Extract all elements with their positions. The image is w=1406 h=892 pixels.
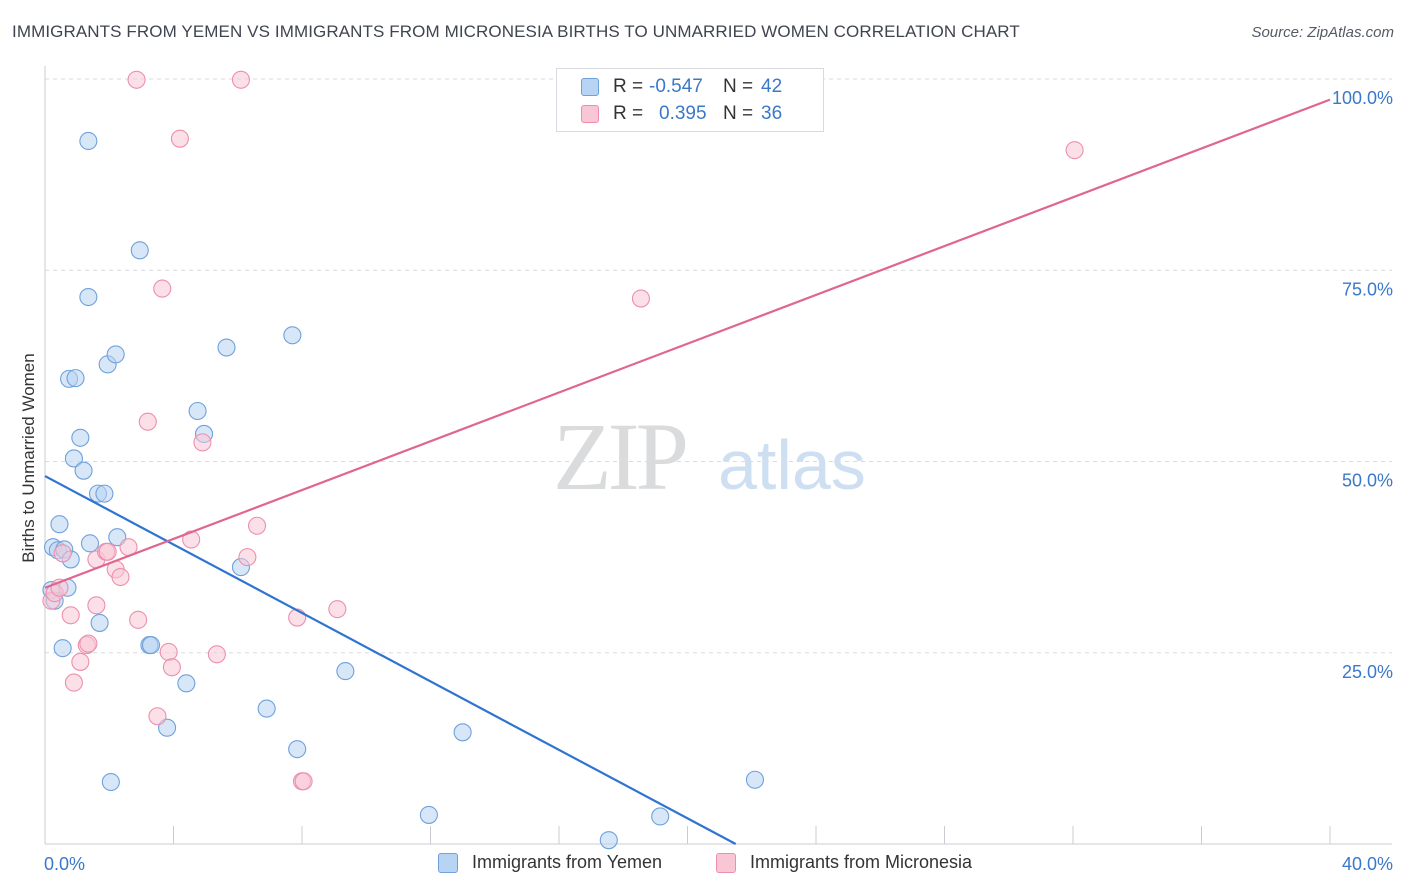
- data-point-yemen: [106, 345, 125, 364]
- legend-row-yemen: R = -0.547 N = 42: [581, 75, 782, 99]
- data-point-yemen: [71, 428, 90, 447]
- legend-item-yemen[interactable]: Immigrants from Yemen: [438, 852, 662, 873]
- legend-swatch-micronesia: [581, 105, 599, 123]
- data-point-yemen: [66, 369, 85, 388]
- data-point-micronesia: [159, 642, 178, 662]
- data-point-micronesia: [153, 279, 172, 298]
- data-point-yemen: [95, 484, 114, 503]
- y-tick-label: 100.0%: [1332, 88, 1393, 108]
- points-layer: [42, 70, 1084, 850]
- data-point-yemen: [141, 636, 161, 655]
- data-point-micronesia: [127, 70, 146, 89]
- data-point-yemen: [257, 699, 276, 718]
- data-point-micronesia: [631, 289, 650, 308]
- data-point-yemen: [130, 241, 149, 260]
- source-label: Source: ZipAtlas.com: [1251, 24, 1394, 41]
- watermark-atlas: atlas: [718, 426, 866, 504]
- data-point-yemen: [599, 831, 618, 850]
- data-point-yemen: [188, 401, 207, 421]
- data-point-micronesia: [87, 596, 106, 615]
- data-point-yemen: [80, 534, 100, 553]
- legend-r-value-yemen: -0.547: [649, 76, 703, 97]
- legend-r-label: R =: [613, 103, 644, 124]
- data-point-micronesia: [64, 673, 83, 692]
- data-point-yemen: [651, 807, 670, 826]
- y-tick-label: 50.0%: [1342, 471, 1393, 491]
- grid-layer: [45, 78, 1392, 654]
- data-point-yemen: [745, 770, 765, 789]
- data-point-yemen: [74, 461, 93, 480]
- data-point-micronesia: [238, 548, 257, 567]
- data-point-micronesia: [162, 658, 181, 677]
- legend-item-micronesia[interactable]: Immigrants from Micronesia: [716, 852, 972, 873]
- data-point-micronesia: [98, 542, 117, 561]
- trend-line-yemen: [44, 475, 737, 845]
- legend-label-yemen: Immigrants from Yemen: [472, 852, 663, 872]
- x-tick-label: 0.0%: [44, 854, 85, 874]
- data-point-yemen: [336, 662, 355, 681]
- data-point-micronesia: [138, 412, 157, 431]
- watermark: ZIP atlas: [553, 403, 866, 510]
- data-point-yemen: [217, 338, 236, 357]
- legend-r-value-micronesia: 0.395: [659, 103, 707, 124]
- y-tick-label: 75.0%: [1342, 279, 1393, 299]
- data-point-yemen: [79, 131, 98, 151]
- data-point-micronesia: [294, 772, 313, 791]
- legend-n-label: N =: [723, 76, 754, 97]
- legend-n-value-micronesia: 36: [761, 103, 783, 124]
- data-point-yemen: [64, 449, 83, 468]
- legend-r-label: R =: [613, 76, 644, 97]
- legend-swatch-yemen: [438, 852, 458, 873]
- data-point-yemen: [453, 723, 472, 742]
- labels-layer: 25.0% 50.0% 75.0% 100.0% 0.0% 40.0%: [44, 88, 1393, 874]
- data-point-micronesia: [71, 652, 90, 671]
- legend-n-value-yemen: 42: [761, 76, 783, 97]
- data-point-micronesia: [193, 433, 212, 452]
- legend-swatch-yemen: [581, 78, 599, 96]
- correlation-legend: R = -0.547 N = 42 R = 0.395 N = 36: [556, 68, 824, 132]
- legend-row-micronesia: R = 0.395 N = 36: [581, 102, 782, 126]
- data-point-micronesia: [53, 544, 72, 563]
- series-legend: Immigrants from Yemen Immigrants from Mi…: [0, 852, 1406, 878]
- data-point-micronesia: [61, 606, 80, 625]
- data-point-micronesia: [328, 600, 347, 619]
- data-point-micronesia: [207, 645, 226, 664]
- y-tick-label: 25.0%: [1342, 662, 1393, 682]
- legend-label-micronesia: Immigrants from Micronesia: [750, 852, 973, 872]
- data-point-yemen: [419, 805, 438, 824]
- axes-layer: [44, 66, 1392, 845]
- data-point-yemen: [101, 772, 120, 792]
- data-point-micronesia: [129, 610, 148, 629]
- x-tick-label: 40.0%: [1342, 854, 1393, 874]
- legend-n-label: N =: [723, 103, 754, 124]
- data-point-yemen: [177, 674, 196, 693]
- trend-layer: [44, 98, 1331, 845]
- data-point-yemen: [50, 515, 69, 534]
- data-point-yemen: [288, 740, 307, 759]
- data-point-micronesia: [1065, 141, 1084, 160]
- data-point-micronesia: [247, 516, 267, 535]
- data-point-micronesia: [79, 634, 98, 653]
- data-point-yemen: [53, 639, 72, 658]
- chart-title: IMMIGRANTS FROM YEMEN VS IMMIGRANTS FROM…: [12, 22, 1020, 41]
- data-point-yemen: [283, 326, 302, 345]
- data-point-micronesia: [231, 70, 251, 89]
- data-point-micronesia: [170, 129, 189, 148]
- data-point-yemen: [90, 613, 109, 632]
- data-point-micronesia: [182, 530, 201, 549]
- watermark-zip: ZIP: [553, 403, 686, 510]
- trend-line-micronesia: [44, 98, 1331, 589]
- legend-swatch-micronesia: [716, 852, 736, 873]
- data-point-yemen: [79, 287, 98, 307]
- data-point-micronesia: [111, 567, 130, 587]
- y-axis-title: Births to Unmarried Women: [19, 353, 38, 562]
- data-point-micronesia: [148, 707, 167, 726]
